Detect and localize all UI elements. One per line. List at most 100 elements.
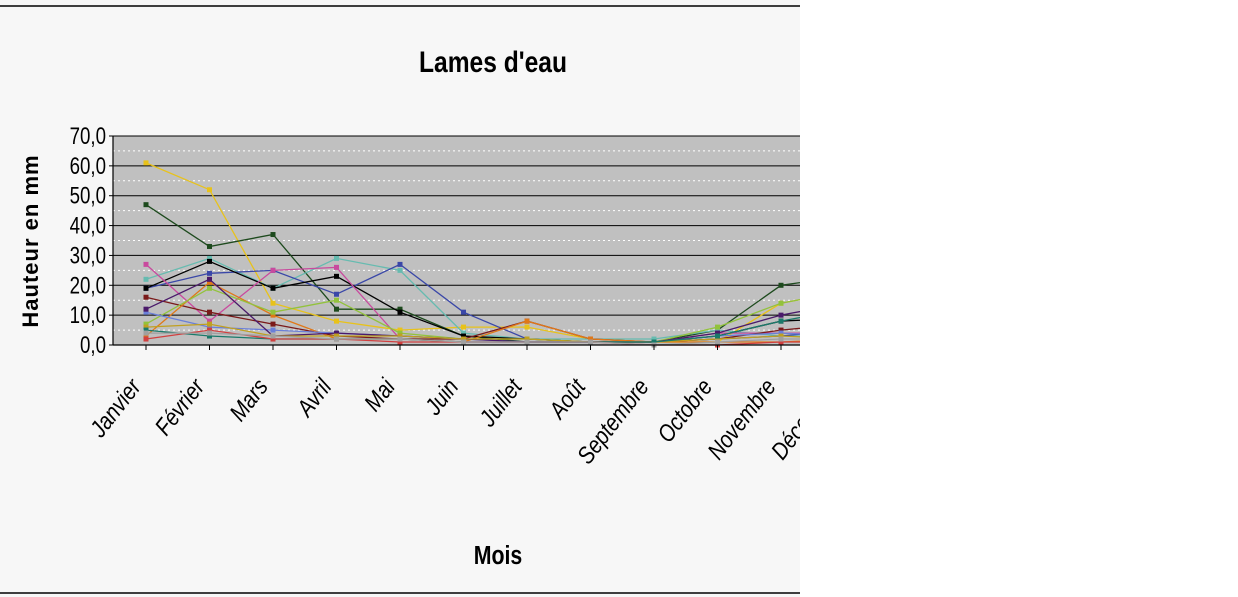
chart: 0,010,020,030,040,050,060,070,0 Janvier F…	[0, 5, 800, 594]
data-point	[207, 321, 212, 327]
series-lines	[143, 160, 800, 348]
data-point	[334, 318, 339, 324]
data-point	[270, 309, 276, 315]
data-point	[334, 333, 339, 339]
data-point	[143, 276, 149, 282]
data-point	[778, 339, 784, 345]
data-point	[207, 285, 212, 291]
data-point	[207, 258, 212, 264]
data-point	[207, 309, 212, 315]
data-point	[524, 339, 530, 345]
series-line	[146, 332, 800, 346]
data-point	[524, 318, 530, 324]
data-point	[334, 291, 339, 297]
data-point	[207, 330, 212, 336]
data-point	[143, 324, 149, 330]
data-point	[397, 261, 403, 267]
data-point	[270, 333, 276, 339]
data-point	[143, 333, 149, 339]
y-tick-label: 20,0	[70, 272, 106, 299]
data-point	[270, 267, 276, 273]
data-point	[715, 324, 720, 330]
data-point	[397, 306, 403, 312]
data-point	[143, 261, 149, 267]
data-point	[397, 330, 403, 336]
data-point	[334, 273, 339, 279]
data-point	[778, 300, 784, 306]
gridlines	[113, 135, 800, 331]
data-point	[270, 336, 276, 342]
data-point	[270, 300, 276, 306]
data-point	[143, 160, 149, 166]
data-point	[207, 327, 212, 333]
data-point	[778, 327, 784, 333]
data-point	[270, 232, 276, 238]
data-point	[651, 339, 657, 345]
data-point	[143, 306, 149, 312]
data-point	[651, 336, 657, 342]
series-line	[145, 323, 800, 343]
data-point	[778, 333, 784, 339]
y-axis-label: Hauteur en mm	[18, 154, 43, 327]
y-tick-label: 70,0	[70, 123, 106, 150]
data-point	[334, 297, 339, 303]
data-point	[270, 285, 276, 291]
data-point	[207, 270, 212, 276]
data-point	[778, 282, 784, 288]
data-point	[334, 330, 339, 336]
data-point	[143, 330, 149, 336]
data-point	[715, 336, 720, 342]
data-point	[524, 336, 530, 342]
data-point	[397, 309, 403, 315]
data-point	[397, 327, 403, 333]
plot-area	[113, 136, 800, 345]
data-point	[461, 333, 466, 339]
data-point	[397, 339, 403, 345]
data-point	[334, 306, 339, 312]
data-point	[143, 285, 149, 291]
data-point	[334, 264, 339, 270]
y-tick-label: 60,0	[70, 153, 106, 180]
data-point	[143, 336, 149, 342]
data-point	[207, 255, 212, 261]
data-point	[207, 324, 212, 330]
y-tick-labels: 0,0 10,0 20,0 30,0 40,050,0 60,0 70,0	[70, 123, 113, 359]
x-axis-label: Mois	[474, 541, 523, 571]
data-point	[778, 330, 784, 336]
data-point	[143, 327, 149, 333]
data-point	[143, 321, 149, 327]
data-point	[207, 318, 212, 324]
data-point	[461, 309, 466, 315]
data-point	[461, 336, 466, 342]
y-tick-label: 10,0	[70, 302, 106, 329]
data-point	[334, 336, 339, 342]
data-point	[270, 321, 276, 327]
data-point	[397, 267, 403, 273]
data-point	[715, 327, 720, 333]
data-point	[334, 255, 339, 261]
data-point	[461, 330, 466, 336]
data-point	[715, 330, 720, 336]
data-point	[778, 336, 784, 342]
y-tick-label: 40,0	[70, 212, 106, 239]
data-point	[143, 309, 149, 315]
data-point	[778, 312, 784, 318]
data-point	[715, 333, 720, 339]
data-point	[270, 312, 276, 318]
data-point	[588, 336, 593, 342]
y-tick-label: 50,0	[70, 183, 106, 210]
y-tick-label: 0,0	[80, 332, 106, 359]
data-point	[778, 318, 784, 324]
data-point	[397, 336, 403, 342]
data-point	[524, 324, 530, 330]
data-point	[207, 187, 212, 193]
data-point	[143, 294, 149, 300]
data-point	[207, 333, 212, 339]
chart-frame: 0,0 10,0 20,0 30,0 40,0 50,0 60,0 70,0 Janvier F…	[0, 5, 800, 594]
chart-title: Lames d'eau	[419, 45, 567, 79]
data-point	[143, 202, 149, 208]
data-point	[397, 333, 403, 339]
data-point	[461, 339, 466, 345]
y-tick-label: 30,0	[70, 242, 106, 269]
series-line	[145, 296, 800, 343]
